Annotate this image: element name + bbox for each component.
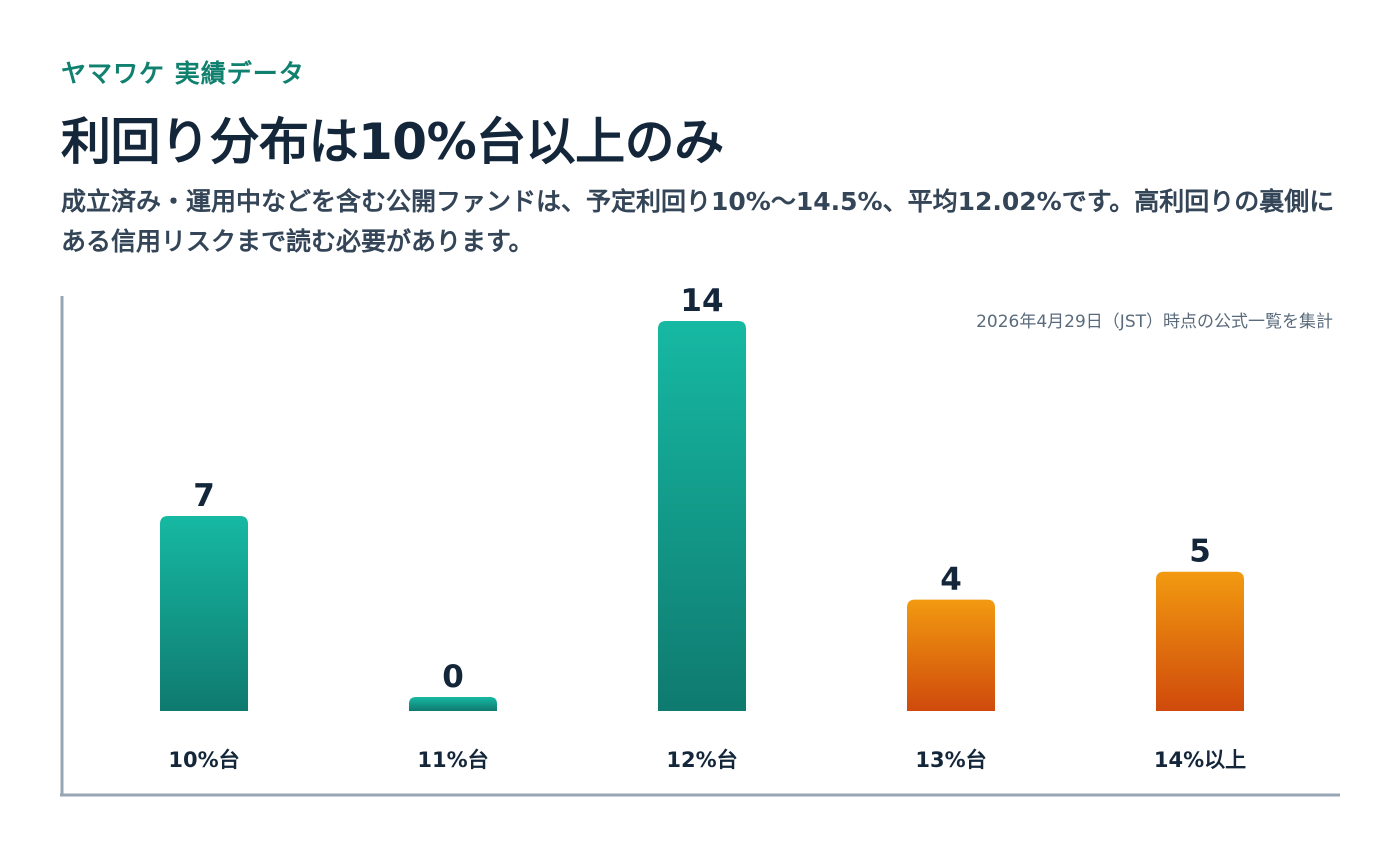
brand-label: ヤマワケ 実績データ xyxy=(61,59,305,88)
page-title: 利回り分布は10%台以上のみ xyxy=(61,113,724,171)
value-label-2: 14 xyxy=(680,283,723,319)
category-label-0: 10%台 xyxy=(168,748,239,772)
value-label-4: 5 xyxy=(1189,534,1211,570)
bar-2 xyxy=(658,321,746,711)
category-label-2: 12%台 xyxy=(666,748,737,772)
bars-group: 7 10%台 0 11%台 14 12%台 4 13%台 5 14%以上 xyxy=(160,283,1246,772)
chart-note: 2026年4月29日（JST）時点の公式一覧を集計 xyxy=(976,312,1333,332)
category-label-1: 11%台 xyxy=(417,748,488,772)
page-subtitle: 成立済み・運用中などを含む公開ファンドは、予定利回り10%〜14.5%、平均12… xyxy=(61,187,1335,256)
bar-4 xyxy=(1156,571,1244,711)
value-label-0: 7 xyxy=(193,478,215,514)
bar-1 xyxy=(409,697,497,711)
bar-3 xyxy=(907,599,995,711)
value-label-1: 0 xyxy=(442,659,464,695)
bar-0 xyxy=(160,516,248,711)
value-label-3: 4 xyxy=(940,562,962,598)
category-label-3: 13%台 xyxy=(915,748,986,772)
category-label-4: 14%以上 xyxy=(1154,748,1246,772)
